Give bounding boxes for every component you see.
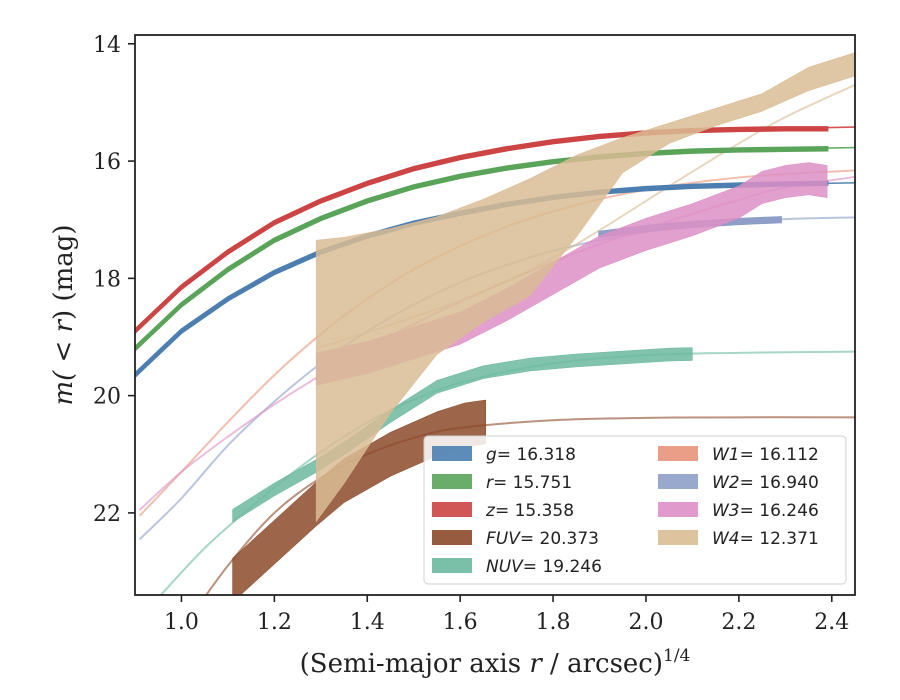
legend-swatch-w2 — [658, 474, 698, 489]
legend-swatch-w4 — [658, 530, 698, 545]
axis-ticks: 1.0 1.2 1.4 1.6 1.8 2.0 2.2 2.4 14 16 18 20 22 — [93, 33, 849, 635]
y-tick-label: 14 — [93, 33, 121, 58]
x-tick-label: 1.8 — [536, 610, 571, 635]
legend-frame — [423, 435, 847, 585]
y-tick-label: 20 — [93, 385, 121, 410]
x-tick-label: 2.2 — [721, 610, 756, 635]
x-tick-label: 2.4 — [814, 610, 849, 635]
legend-swatch-nuv — [432, 558, 472, 573]
legend-swatch-z — [432, 502, 472, 517]
legend-label-fuv: FUV= 20.373 — [486, 529, 599, 549]
x-tick-label: 2.0 — [628, 610, 663, 635]
legend-swatch-g — [432, 446, 472, 461]
legend-swatch-w1 — [658, 446, 698, 461]
y-tick-label: 16 — [93, 150, 121, 175]
x-tick-label: 1.0 — [164, 610, 199, 635]
legend-swatch-r — [432, 474, 472, 489]
y-tick-label: 22 — [93, 502, 121, 527]
y-tick-label: 18 — [93, 267, 121, 292]
legend-label-w3: W3= 16.246 — [712, 501, 819, 521]
legend-label-w1: W1= 16.112 — [712, 445, 819, 465]
band-w4 — [315, 52, 855, 523]
legend-label-w4: W4= 12.371 — [712, 529, 819, 549]
legend-swatch-w3 — [658, 502, 698, 517]
plot-frame — [134, 34, 856, 596]
legend-swatch-fuv — [432, 530, 472, 545]
band-z — [135, 126, 829, 335]
x-axis-title: (Semi-major axis r / arcsec)1/4 — [300, 646, 691, 679]
legend: g= 16.318 r= 15.751 z= 15.358 FUV= 20.373 NU… — [423, 435, 847, 585]
legend-label-w2: W2= 16.940 — [712, 473, 819, 493]
x-tick-label: 1.4 — [350, 610, 385, 635]
legend-label-nuv: NUV= 19.246 — [486, 557, 602, 577]
x-tick-label: 1.6 — [443, 610, 478, 635]
y-axis-title: m( < r) (mag) — [49, 224, 79, 405]
band-r — [135, 146, 829, 352]
legend-label-r: r= 15.751 — [486, 473, 572, 493]
series-layer — [135, 52, 855, 595]
legend-label-z: z= 15.358 — [485, 501, 574, 521]
x-tick-label: 1.2 — [257, 610, 292, 635]
legend-label-g: g= 16.318 — [486, 445, 576, 465]
